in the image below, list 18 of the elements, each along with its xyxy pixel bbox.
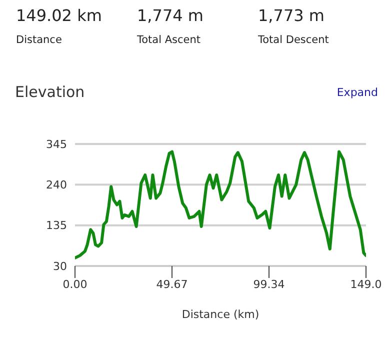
- text: 1,774 m: [137, 6, 204, 25]
- line-series: [75, 150, 366, 260]
- y-tick-label: 345: [46, 138, 67, 151]
- text: Distance: [16, 34, 63, 46]
- text: 1,773 m: [258, 6, 326, 25]
- x-axis-title: Distance (km): [182, 308, 260, 321]
- y-tick-label: 135: [46, 219, 67, 232]
- text: Total Descent: [258, 34, 329, 46]
- text: 149.02 km: [16, 6, 102, 25]
- x-tick-label: 0.00: [62, 278, 88, 291]
- text: Total Ascent: [137, 34, 202, 46]
- x-tick-label: 99.34: [253, 278, 285, 291]
- x-tick-label: 49.67: [156, 278, 188, 291]
- text: Expand: [336, 86, 378, 99]
- y-tick-label: 240: [46, 178, 67, 192]
- y-tick-label: 30: [53, 260, 67, 273]
- x-tick-label: 149.0: [350, 278, 382, 291]
- chart-title: Elevation: [15, 83, 85, 101]
